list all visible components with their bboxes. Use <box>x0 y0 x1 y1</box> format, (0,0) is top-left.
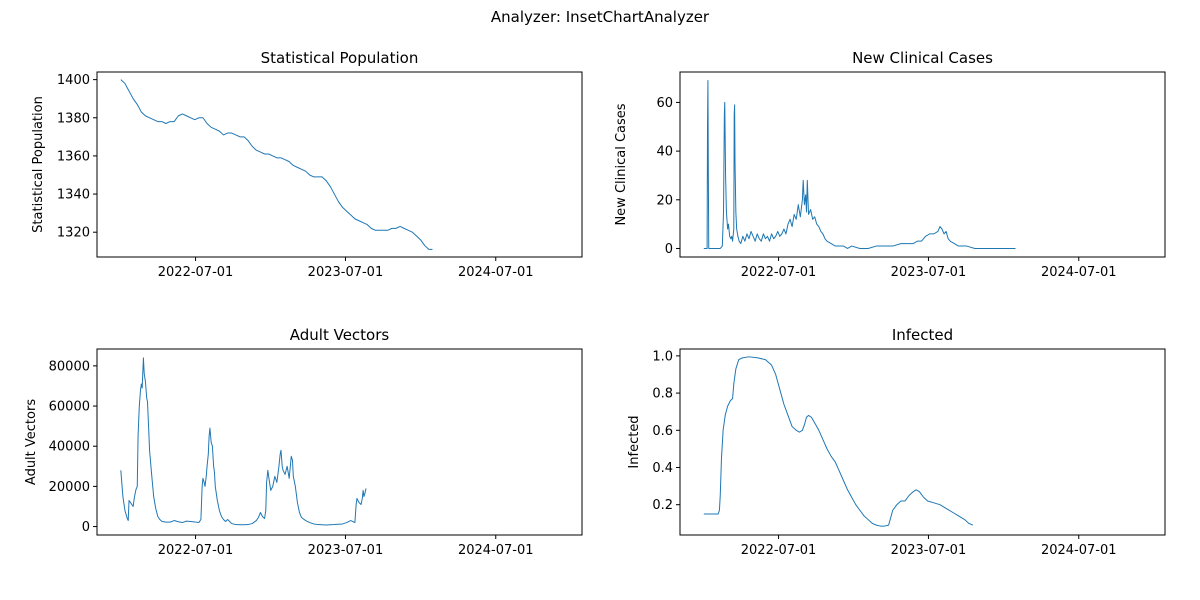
adult-vectors-ytick-label: 40000 <box>49 440 90 455</box>
infected-ytick-label: 0.4 <box>652 461 673 476</box>
adult-vectors-xtick-label: 2022-07-01 <box>158 543 234 558</box>
statistical-population-ytick-label: 1320 <box>57 226 90 241</box>
adult-vectors-series-line <box>120 357 367 526</box>
statistical-population-ytick-label: 1380 <box>57 111 90 126</box>
statistical-population-ytick-label: 1400 <box>57 73 90 88</box>
statistical-population-xtick-label: 2022-07-01 <box>158 265 234 280</box>
infected-ytick-label: 0.2 <box>652 498 673 513</box>
infected-axes-frame <box>679 348 1166 536</box>
new-clinical-cases-ylabel: New Clinical Cases <box>614 103 629 225</box>
infected-xtick-label: 2024-07-01 <box>1041 543 1117 558</box>
statistical-population-ytick-label: 1360 <box>57 149 90 164</box>
new-clinical-cases-xtick-label: 2023-07-01 <box>891 265 967 280</box>
new-clinical-cases-chart: New Clinical Cases New Clinical Cases 2022… <box>614 49 1166 280</box>
infected-series-line <box>703 356 974 527</box>
infected-ylabel: Infected <box>627 415 642 468</box>
figure-suptitle: Analyzer: InsetChartAnalyzer <box>490 8 710 26</box>
adult-vectors-ytick-label: 20000 <box>49 480 90 495</box>
statistical-population-ytick-label: 1340 <box>57 188 90 203</box>
infected-title: Infected <box>892 326 953 344</box>
new-clinical-cases-xtick-label: 2024-07-01 <box>1041 265 1117 280</box>
new-clinical-cases-ytick-label: 20 <box>656 193 673 208</box>
statistical-population-chart: Statistical Population Statistical Popula… <box>31 49 583 280</box>
infected-ytick-label: 1.0 <box>652 349 673 364</box>
infected-chart: Infected Infected 2022-07-01 2023-07-01 2024… <box>627 326 1166 558</box>
adult-vectors-ytick-label: 60000 <box>49 400 90 415</box>
adult-vectors-xtick-label: 2023-07-01 <box>308 543 384 558</box>
infected-xtick-label: 2022-07-01 <box>741 543 817 558</box>
new-clinical-cases-axes-frame <box>679 71 1166 258</box>
adult-vectors-chart: Adult Vectors Adult Vectors 2022-07-01 2023… <box>24 326 583 558</box>
infected-xtick-label: 2023-07-01 <box>891 543 967 558</box>
statistical-population-series-line <box>120 79 433 250</box>
adult-vectors-ytick-label: 0 <box>82 520 90 535</box>
new-clinical-cases-xtick-label: 2022-07-01 <box>741 265 817 280</box>
statistical-population-title: Statistical Population <box>261 49 419 67</box>
adult-vectors-xtick-label: 2024-07-01 <box>458 543 534 558</box>
statistical-population-xtick-label: 2023-07-01 <box>308 265 384 280</box>
adult-vectors-title: Adult Vectors <box>290 326 390 344</box>
infected-ytick-label: 0.8 <box>652 387 673 402</box>
statistical-population-axes-frame <box>96 71 583 258</box>
adult-vectors-ytick-label: 80000 <box>49 359 90 374</box>
adult-vectors-ylabel: Adult Vectors <box>24 399 39 485</box>
new-clinical-cases-series-line <box>703 80 1016 249</box>
statistical-population-ylabel: Statistical Population <box>31 96 46 233</box>
new-clinical-cases-title: New Clinical Cases <box>852 49 993 67</box>
infected-ytick-label: 0.6 <box>652 424 673 439</box>
adult-vectors-axes-frame <box>96 348 583 536</box>
new-clinical-cases-ytick-label: 0 <box>665 242 673 257</box>
new-clinical-cases-ytick-label: 40 <box>656 145 673 160</box>
new-clinical-cases-ytick-label: 60 <box>656 96 673 111</box>
statistical-population-xtick-label: 2024-07-01 <box>458 265 534 280</box>
